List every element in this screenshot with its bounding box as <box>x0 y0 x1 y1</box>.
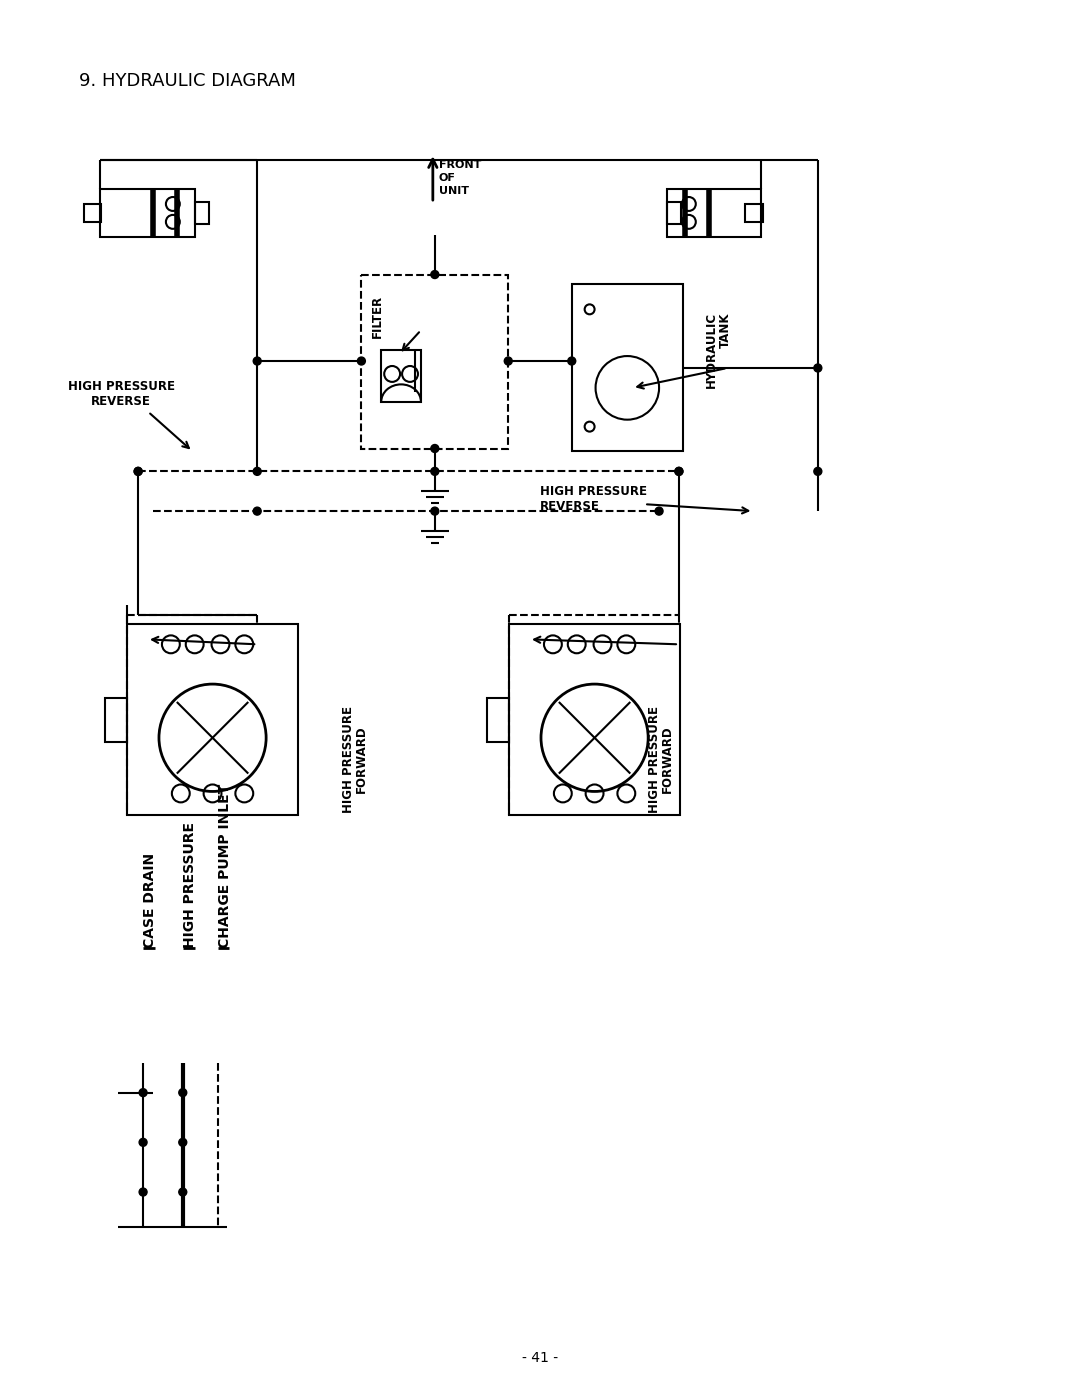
Bar <box>381 351 421 402</box>
Bar <box>571 285 683 451</box>
Text: HIGH PRESSURE: HIGH PRESSURE <box>648 705 661 813</box>
Circle shape <box>656 507 663 515</box>
Bar <box>362 275 509 448</box>
Circle shape <box>134 468 143 475</box>
Circle shape <box>253 358 261 365</box>
Bar <box>667 189 761 236</box>
Circle shape <box>568 358 576 365</box>
Circle shape <box>431 468 438 475</box>
Bar <box>106 698 127 742</box>
Circle shape <box>431 444 438 453</box>
Circle shape <box>134 468 143 475</box>
Text: FORWARD: FORWARD <box>661 726 674 793</box>
Text: HIGH PRESSURE: HIGH PRESSURE <box>183 823 197 949</box>
Circle shape <box>675 468 683 475</box>
Circle shape <box>139 1187 147 1196</box>
Bar <box>100 189 194 236</box>
Bar <box>745 204 764 222</box>
Circle shape <box>357 358 365 365</box>
Bar <box>127 624 298 816</box>
Circle shape <box>431 507 438 515</box>
Text: FRONT: FRONT <box>438 161 482 170</box>
Text: HYDRAULIC: HYDRAULIC <box>705 313 718 388</box>
Circle shape <box>431 271 438 278</box>
Circle shape <box>253 468 261 475</box>
Text: CHARGE PUMP INLET: CHARGE PUMP INLET <box>217 784 231 949</box>
Bar <box>194 203 208 224</box>
Circle shape <box>139 1088 147 1097</box>
Text: FILTER: FILTER <box>372 295 384 338</box>
Text: CASE DRAIN: CASE DRAIN <box>143 854 157 949</box>
Text: REVERSE: REVERSE <box>92 395 151 408</box>
Circle shape <box>814 365 822 372</box>
Bar <box>487 698 510 742</box>
Text: HIGH PRESSURE: HIGH PRESSURE <box>68 380 175 394</box>
Circle shape <box>179 1088 187 1097</box>
Text: REVERSE: REVERSE <box>540 500 599 513</box>
Text: 9. HYDRAULIC DIAGRAM: 9. HYDRAULIC DIAGRAM <box>79 71 296 89</box>
Text: HIGH PRESSURE: HIGH PRESSURE <box>342 705 355 813</box>
Text: HIGH PRESSURE: HIGH PRESSURE <box>540 485 647 497</box>
Bar <box>667 203 680 224</box>
Bar <box>83 204 102 222</box>
Circle shape <box>179 1187 187 1196</box>
Circle shape <box>139 1139 147 1147</box>
Circle shape <box>814 468 822 475</box>
Text: - 41 -: - 41 - <box>522 1351 558 1365</box>
Circle shape <box>675 468 683 475</box>
Text: UNIT: UNIT <box>438 186 469 196</box>
Circle shape <box>253 507 261 515</box>
Circle shape <box>179 1139 187 1147</box>
Bar <box>510 624 680 816</box>
Text: TANK: TANK <box>718 313 731 348</box>
Text: OF: OF <box>438 173 456 183</box>
Circle shape <box>504 358 512 365</box>
Text: FORWARD: FORWARD <box>355 726 368 793</box>
